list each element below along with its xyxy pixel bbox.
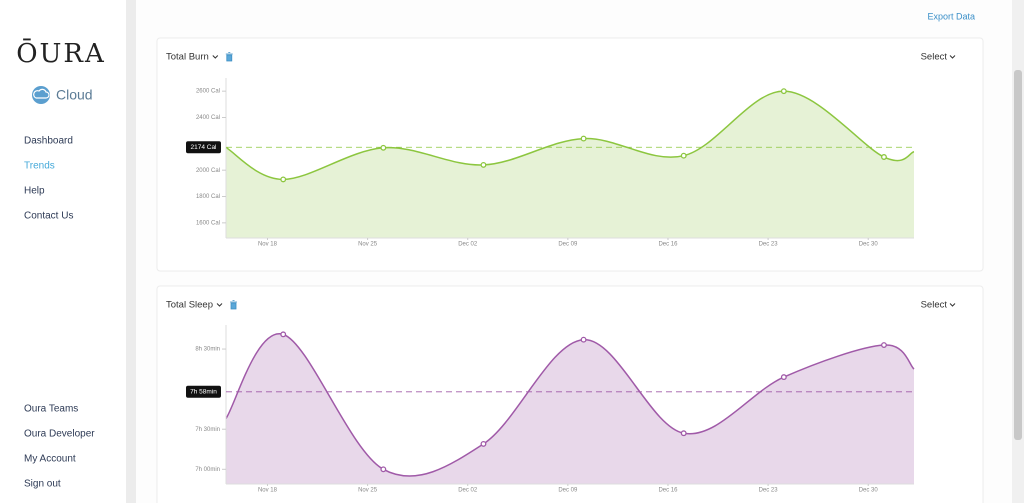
scrollbar-thumb[interactable] — [1014, 70, 1022, 440]
data-point[interactable] — [580, 135, 587, 142]
chevron[interactable] — [216, 303, 223, 307]
x-tick-label: Nov 25 — [358, 488, 378, 494]
nav-item[interactable]: Dashboard — [24, 136, 73, 147]
nav-item[interactable]: Sign out — [24, 479, 61, 490]
trash-icon[interactable] — [230, 300, 238, 310]
chart-title[interactable]: Total Burn — [166, 52, 209, 63]
export-link[interactable]: Export Data — [927, 11, 975, 21]
y-tick-label: 1600 Cal — [196, 220, 220, 226]
chart-title[interactable]: Total Sleep — [166, 300, 213, 311]
y-tick-label: 2600 Cal — [196, 89, 220, 95]
data-point[interactable] — [680, 152, 687, 159]
data-point[interactable] — [881, 154, 887, 160]
area — [226, 91, 914, 238]
data-point[interactable] — [680, 430, 687, 437]
x-tick-label: Nov 18 — [258, 242, 278, 248]
y-tick-label: 7h 30min — [195, 427, 220, 433]
nav-item[interactable]: Trends — [24, 161, 55, 172]
x-tick-label: Dec 09 — [558, 242, 578, 248]
x-tick-label: Dec 16 — [658, 488, 678, 494]
y-tick-label: 8h 30min — [195, 347, 220, 353]
data-point[interactable] — [480, 161, 487, 168]
data-point[interactable] — [580, 336, 587, 343]
sidebar-divider — [126, 0, 136, 503]
y-tick-label: 2400 Cal — [196, 115, 220, 121]
x-tick-label: Dec 23 — [759, 242, 779, 248]
y-tick-label: 1800 Cal — [196, 194, 220, 200]
x-tick-label: Nov 18 — [258, 488, 278, 494]
select-dropdown[interactable]: Select — [921, 300, 948, 311]
chevron[interactable] — [949, 303, 956, 307]
average-label: 2174 Cal — [190, 144, 217, 151]
data-point[interactable] — [480, 440, 487, 447]
cloud-icon — [32, 86, 50, 104]
select-dropdown[interactable]: Select — [921, 52, 948, 63]
x-tick-label: Dec 02 — [458, 488, 478, 494]
nav-item[interactable]: My Account — [24, 454, 76, 465]
average-label: 7h 58min — [190, 389, 217, 396]
y-tick-label: 2000 Cal — [196, 168, 220, 174]
average-badge — [186, 141, 221, 154]
nav-item[interactable]: Oura Teams — [24, 404, 78, 415]
x-tick-label: Dec 23 — [759, 488, 779, 494]
x-tick-label: Dec 30 — [859, 242, 879, 248]
x-tick-label: Dec 30 — [859, 488, 879, 494]
product-name: Cloud — [56, 87, 93, 103]
chevron[interactable] — [212, 55, 219, 59]
nav-item[interactable]: Oura Developer — [24, 429, 95, 440]
logo[interactable]: ŌURA — [16, 38, 106, 69]
x-tick-label: Dec 02 — [458, 242, 478, 248]
x-tick-label: Nov 25 — [358, 242, 378, 248]
data-point[interactable] — [380, 144, 387, 151]
x-tick-label: Dec 09 — [558, 488, 578, 494]
data-point[interactable] — [380, 466, 387, 473]
nav-item[interactable]: Contact Us — [24, 211, 73, 222]
data-point[interactable] — [881, 342, 887, 348]
sidebar — [0, 0, 126, 503]
chevron[interactable] — [949, 55, 956, 59]
data-point[interactable] — [280, 331, 287, 338]
trash-icon[interactable] — [225, 52, 233, 62]
data-point[interactable] — [280, 176, 287, 183]
data-point[interactable] — [780, 88, 787, 95]
area — [226, 333, 914, 484]
nav-item[interactable]: Help — [24, 186, 45, 197]
average-badge — [186, 385, 221, 398]
y-tick-label: 7h 00min — [195, 467, 220, 473]
data-point[interactable] — [780, 374, 787, 381]
x-tick-label: Dec 16 — [658, 242, 678, 248]
line — [225, 333, 915, 477]
